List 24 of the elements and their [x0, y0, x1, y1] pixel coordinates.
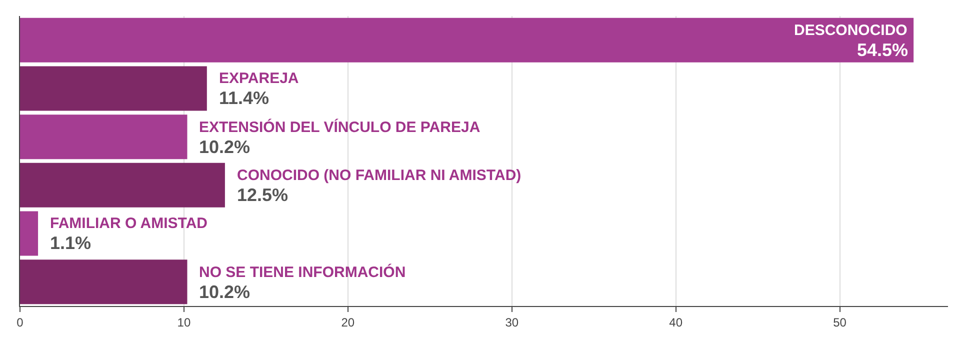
x-tick-label: 20 [341, 315, 355, 330]
bar [20, 66, 207, 111]
x-tick-label: 30 [505, 315, 519, 330]
bar [20, 211, 38, 256]
x-tick-label: 40 [669, 315, 683, 330]
y-tick-label: CONOCIDO (NO FAMILIAR NI AMISTAD) [237, 167, 522, 184]
y-tick-label: NO SE TIENE INFORMACIÓN [199, 263, 406, 281]
x-tick-label: 10 [177, 315, 191, 330]
data-label: 1.1% [50, 233, 92, 253]
data-label: 10.2% [199, 137, 250, 157]
y-tick-label: EXPAREJA [219, 70, 299, 87]
y-tick-label: FAMILIAR O AMISTAD [50, 215, 208, 232]
x-tick-label: 0 [16, 315, 24, 330]
bar [20, 18, 914, 62]
bar [20, 260, 188, 304]
data-label: 11.4% [219, 88, 270, 108]
bar [20, 114, 188, 160]
data-label: 12.5% [237, 185, 288, 205]
y-tick-label: EXTENSIÓN DEL VÍNCULO DE PAREJA [199, 118, 480, 136]
data-label: 54.5% [857, 40, 908, 60]
y-tick-label: DESCONOCIDO [794, 22, 908, 39]
x-tick-label: 50 [833, 315, 847, 330]
data-label: 10.2% [199, 282, 250, 302]
bar [20, 162, 225, 208]
